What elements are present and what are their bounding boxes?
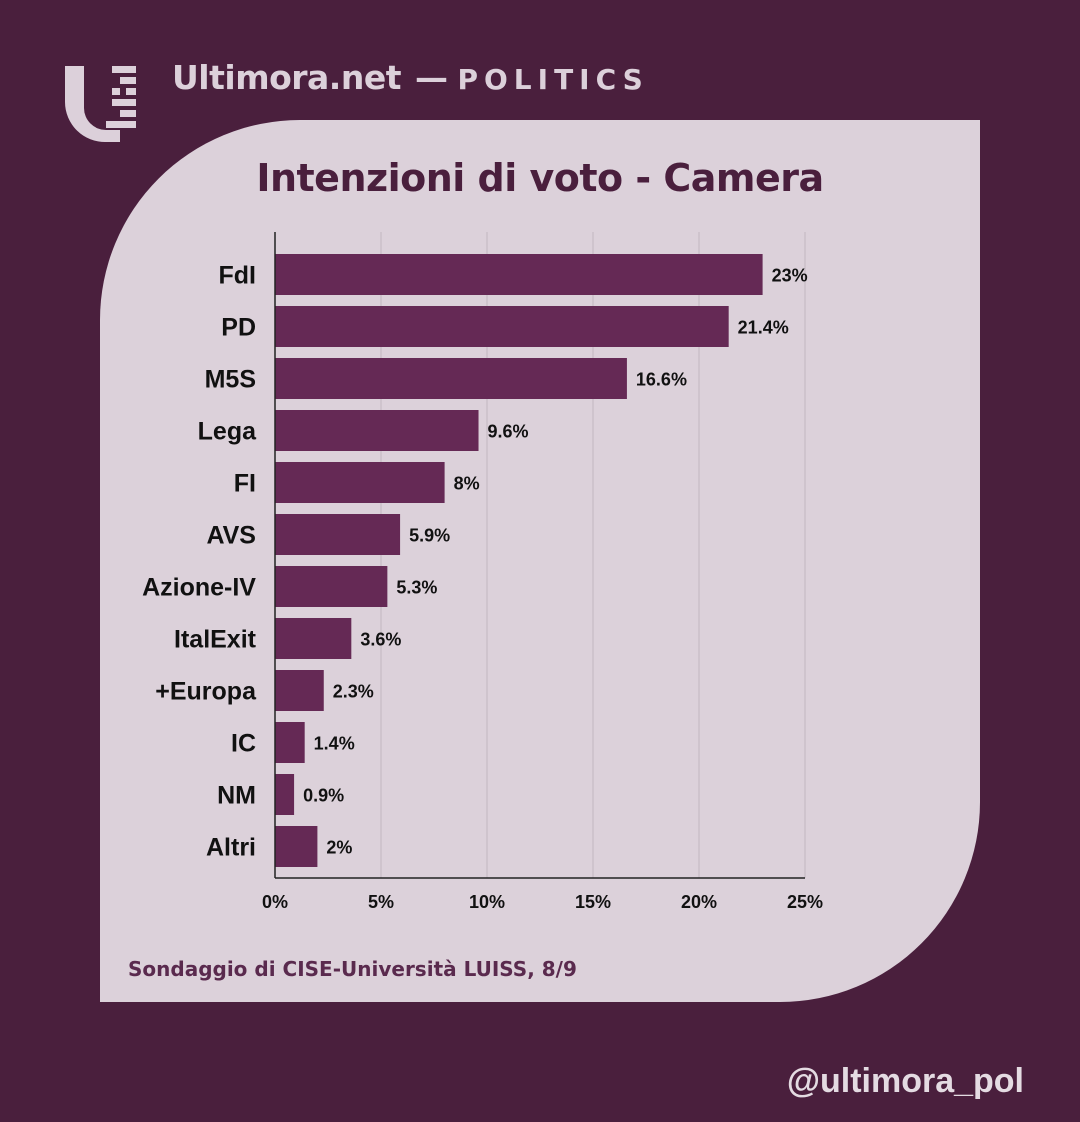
bar-1 xyxy=(275,306,729,347)
bar-2 xyxy=(275,358,627,399)
bar-0 xyxy=(275,254,763,295)
bar-7 xyxy=(275,618,352,659)
x-tick-label: 5% xyxy=(368,892,394,912)
category-label: FI xyxy=(234,470,256,498)
value-label: 2.3% xyxy=(333,682,374,702)
value-label: 5.3% xyxy=(396,578,437,598)
value-label: 2% xyxy=(326,838,352,858)
category-label: Lega xyxy=(198,418,257,446)
value-label: 23% xyxy=(772,266,808,286)
x-tick-label: 20% xyxy=(681,892,717,912)
category-label: FdI xyxy=(219,262,257,290)
bar-11 xyxy=(275,826,318,867)
brand-header: Ultimora.net — POLITICS xyxy=(172,58,649,97)
value-label: 21.4% xyxy=(738,318,789,338)
source-note: Sondaggio di CISE-Università LUISS, 8/9 xyxy=(128,957,577,981)
category-label: AVS xyxy=(206,522,256,550)
brand-name: Ultimora.net xyxy=(172,58,401,97)
category-label: Azione-IV xyxy=(142,574,256,602)
ultimora-logo-icon xyxy=(64,66,136,143)
x-tick-label: 25% xyxy=(787,892,823,912)
bar-6 xyxy=(275,566,388,607)
category-label: Altri xyxy=(206,834,256,862)
category-label: PD xyxy=(221,314,256,342)
bar-4 xyxy=(275,462,445,503)
category-label: +Europa xyxy=(155,678,257,706)
bar-8 xyxy=(275,670,324,711)
section-name: POLITICS xyxy=(457,63,649,96)
brand-separator: — xyxy=(414,58,448,97)
value-label: 3.6% xyxy=(360,630,401,650)
bar-9 xyxy=(275,722,305,763)
value-label: 0.9% xyxy=(303,786,344,806)
value-label: 5.9% xyxy=(409,526,450,546)
category-label: NM xyxy=(217,782,256,810)
value-label: 16.6% xyxy=(636,370,687,390)
x-tick-label: 10% xyxy=(469,892,505,912)
chart-title: Intenzioni di voto - Camera xyxy=(256,156,824,200)
bar-5 xyxy=(275,514,401,555)
x-tick-label: 15% xyxy=(575,892,611,912)
bar-3 xyxy=(275,410,479,451)
bar-10 xyxy=(275,774,295,815)
social-handle: @ultimora_pol xyxy=(786,1062,1024,1100)
value-label: 9.6% xyxy=(488,422,529,442)
value-label: 8% xyxy=(454,474,480,494)
value-label: 1.4% xyxy=(314,734,355,754)
category-label: ItalExit xyxy=(174,626,257,654)
category-label: IC xyxy=(231,730,256,758)
category-label: M5S xyxy=(205,366,256,394)
x-tick-label: 0% xyxy=(262,892,288,912)
